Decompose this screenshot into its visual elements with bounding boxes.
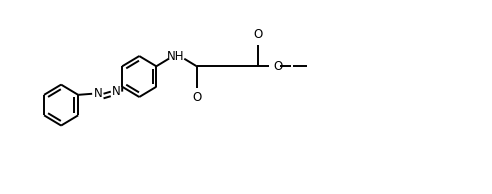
Text: N: N: [93, 87, 102, 100]
Text: O: O: [253, 28, 263, 41]
Text: N: N: [112, 85, 121, 98]
Text: O: O: [274, 60, 283, 73]
Text: NH: NH: [167, 50, 184, 63]
Text: O: O: [192, 91, 201, 104]
